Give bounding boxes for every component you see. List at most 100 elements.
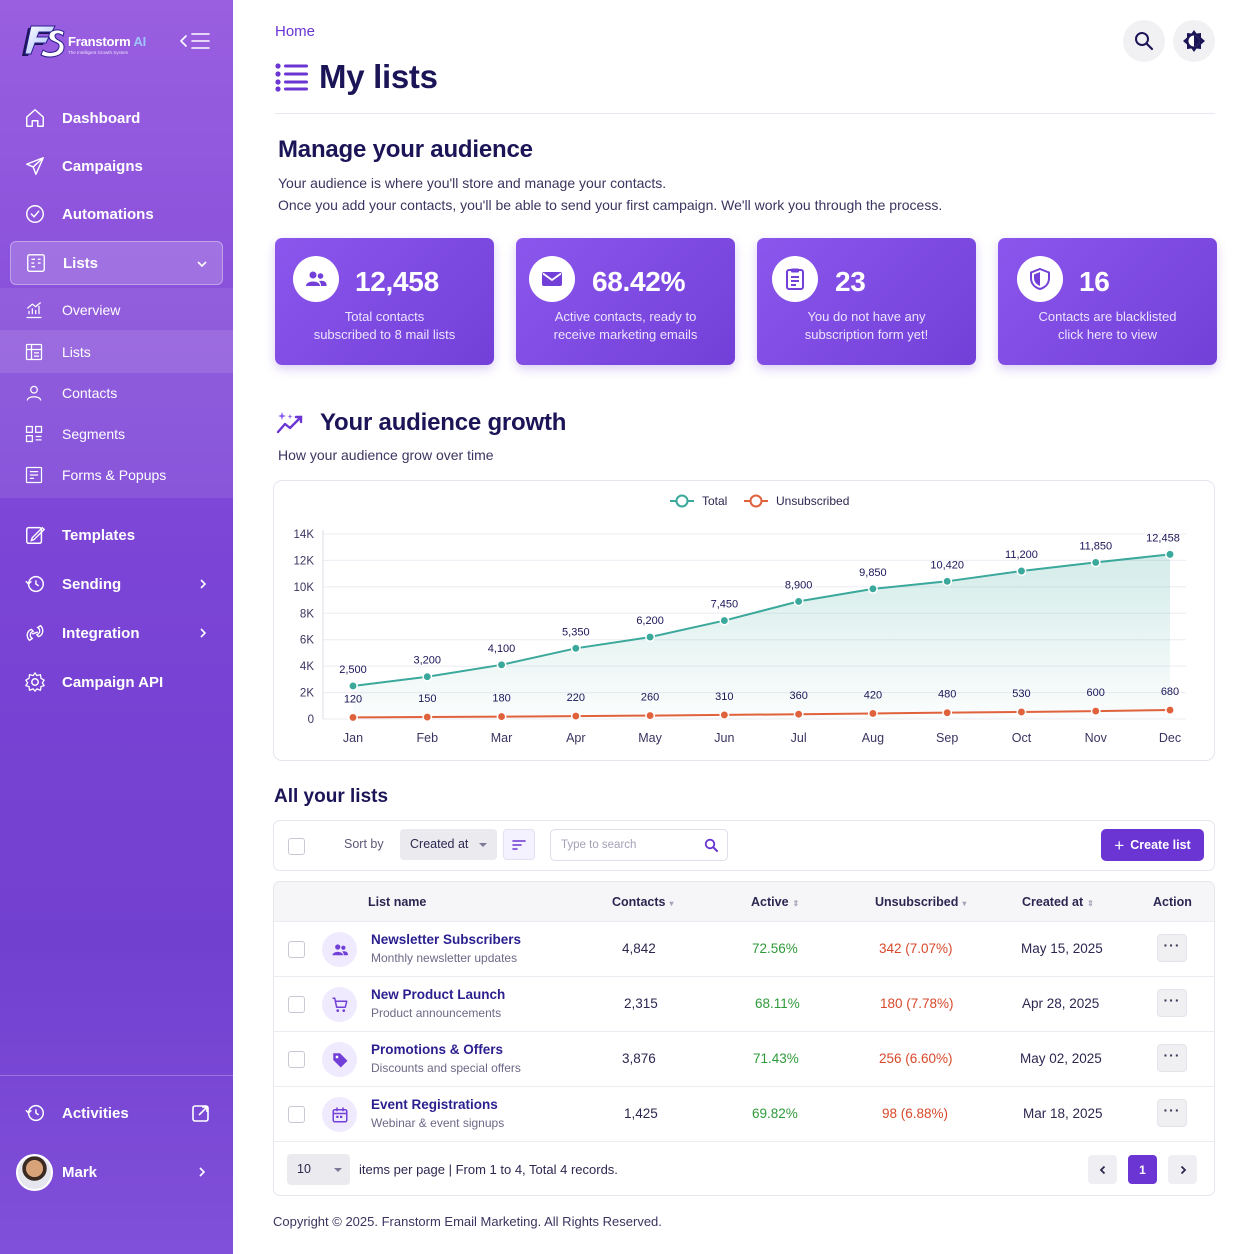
column-header-contacts[interactable]: Contacts ▾ xyxy=(612,895,674,909)
chevron-right-icon xyxy=(1180,1165,1186,1174)
table-row[interactable]: Newsletter Subscribers Monthly newslette… xyxy=(274,921,1214,976)
caret-down-icon xyxy=(334,1168,342,1172)
legend-marker xyxy=(675,494,689,508)
search-button[interactable] xyxy=(1123,20,1165,62)
row-actions-button[interactable]: ··· xyxy=(1157,1099,1187,1127)
legend-label: Unsubscribed xyxy=(776,494,849,508)
list-name-link[interactable]: Promotions & Offers xyxy=(371,1042,504,1057)
sidebar-subitem-contacts[interactable]: Contacts xyxy=(24,382,117,404)
avatar[interactable] xyxy=(16,1154,53,1191)
sidebar-item-sending[interactable]: Sending xyxy=(24,572,209,596)
unsubscribed-count: 342 (7.07%) xyxy=(879,941,953,956)
stat-icon-wrap xyxy=(772,256,818,302)
theme-toggle-button[interactable] xyxy=(1173,20,1215,62)
row-actions-button[interactable]: ··· xyxy=(1157,989,1187,1017)
sidebar-item-campaign-api[interactable]: Campaign API xyxy=(24,670,163,694)
column-header-action: Action xyxy=(1153,895,1192,909)
data-point xyxy=(793,709,804,720)
row-checkbox[interactable] xyxy=(288,996,305,1013)
list-name-link[interactable]: New Product Launch xyxy=(371,987,506,1002)
items-per-page-select[interactable]: 10 xyxy=(287,1154,350,1185)
stat-desc-line: Total contacts xyxy=(344,309,425,324)
data-point xyxy=(867,583,878,594)
list-name-link[interactable]: Event Registrations xyxy=(371,1097,498,1112)
sidebar-divider xyxy=(0,1075,233,1076)
template-icon xyxy=(26,526,46,544)
row-checkbox[interactable] xyxy=(288,1106,305,1123)
stat-desc-line: receive marketing emails xyxy=(553,327,698,342)
total-area-fill xyxy=(353,554,1170,719)
series-line-unsubscribed xyxy=(352,709,1171,719)
stat-card-subscription-forms[interactable]: 23 You do not have any subscription form … xyxy=(757,238,976,365)
cart-icon xyxy=(332,997,347,1012)
sort-arrows-icon: ⇕ xyxy=(1087,899,1094,908)
page-title-row: My lists xyxy=(275,58,438,96)
intro-line: Once you add your contacts, you'll be ab… xyxy=(278,197,943,213)
sidebar-item-campaigns[interactable]: Campaigns xyxy=(24,154,143,178)
sidebar-subitem-lists[interactable]: Lists xyxy=(24,341,91,363)
sidebar-subitem-overview[interactable]: Overview xyxy=(24,299,120,321)
search-icon[interactable] xyxy=(704,838,718,852)
prev-page-button[interactable] xyxy=(1088,1155,1117,1184)
logo-mark-icon xyxy=(22,25,65,58)
stat-card-blacklisted[interactable]: 16 Contacts are blacklisted click here to… xyxy=(998,238,1217,365)
stat-description: Active contacts, ready to receive marketi… xyxy=(516,308,735,344)
create-list-button[interactable]: + Create list xyxy=(1101,829,1204,861)
row-checkbox[interactable] xyxy=(288,1051,305,1068)
stat-card-total-contacts[interactable]: 12,458 Total contacts subscribed to 8 mai… xyxy=(275,238,494,365)
sidebar-item-integration[interactable]: Integration xyxy=(24,621,209,645)
data-label: 6,200 xyxy=(636,615,664,627)
sidebar-item-templates[interactable]: Templates xyxy=(24,523,135,547)
list-name-link[interactable]: Newsletter Subscribers xyxy=(371,932,522,947)
sort-arrow-icon: ▾ xyxy=(669,899,674,908)
create-list-label: Create list xyxy=(1130,838,1191,852)
sort-direction-button[interactable] xyxy=(503,829,535,860)
stat-description: You do not have any subscription form yet… xyxy=(757,308,976,344)
stat-card-active-contacts[interactable]: 68.42% Active contacts, ready to receive … xyxy=(516,238,735,365)
next-page-button[interactable] xyxy=(1168,1155,1197,1184)
column-header-created-at[interactable]: Created at ⇕ xyxy=(1022,895,1094,909)
data-label: 180 xyxy=(492,693,510,705)
lists-submenu xyxy=(0,288,233,498)
column-header-list-name[interactable]: List name xyxy=(368,895,426,909)
table-row[interactable]: Event Registrations Webinar & event sign… xyxy=(274,1086,1214,1141)
contacts-count: 2,315 xyxy=(624,996,658,1011)
row-actions-button[interactable]: ··· xyxy=(1157,1044,1187,1072)
chevron-left-icon xyxy=(1099,1165,1105,1174)
row-actions-button[interactable]: ··· xyxy=(1157,934,1187,962)
row-checkbox[interactable] xyxy=(288,941,305,958)
menu-collapse-icon[interactable] xyxy=(178,30,212,52)
breadcrumb[interactable]: Home xyxy=(275,23,316,40)
column-header-unsubscribed[interactable]: Unsubscribed ▾ xyxy=(875,895,966,909)
stat-icon-wrap xyxy=(1017,256,1063,302)
data-point xyxy=(1090,706,1101,717)
external-link-icon[interactable] xyxy=(192,1104,210,1122)
data-point xyxy=(1090,557,1101,568)
sidebar-subitem-forms[interactable]: Forms & Popups xyxy=(24,464,166,486)
data-point xyxy=(867,708,878,719)
sidebar-item-lists[interactable]: Lists xyxy=(10,241,223,285)
list-grid-icon xyxy=(25,343,43,361)
sidebar-subitem-segments[interactable]: Segments xyxy=(24,423,125,445)
select-all-checkbox[interactable] xyxy=(288,838,305,855)
sort-select[interactable]: Created at xyxy=(400,829,497,860)
brand-logo[interactable]: Franstorm AI The Intelligent Growth Syst… xyxy=(22,22,152,62)
user-menu[interactable]: Mark xyxy=(62,1160,208,1184)
search-input[interactable] xyxy=(551,830,691,860)
sidebar-item-automations[interactable]: Automations xyxy=(24,202,154,226)
chart-icon xyxy=(26,302,42,319)
column-header-active[interactable]: Active ⇕ xyxy=(751,895,799,909)
sidebar-item-dashboard[interactable]: Dashboard xyxy=(24,106,140,130)
table-row[interactable]: New Product Launch Product announcements… xyxy=(274,976,1214,1031)
sidebar-subitem-label: Forms & Popups xyxy=(62,467,167,483)
line-chart: 0 2K 4K 6K 8K 10K 12K 14K Jan Feb Mar Apr May Jun Jul A… xyxy=(294,494,1186,745)
sidebar-item-activities[interactable]: Activities xyxy=(24,1101,210,1125)
page-button-current[interactable]: 1 xyxy=(1128,1155,1157,1184)
table-row[interactable]: Promotions & Offers Discounts and specia… xyxy=(274,1031,1214,1086)
column-header-label: List name xyxy=(368,895,427,909)
search-box xyxy=(550,829,728,861)
stat-value: 68.42% xyxy=(592,266,686,297)
data-point xyxy=(570,643,581,654)
data-point xyxy=(496,711,507,722)
stat-desc-line: click here to view xyxy=(1058,327,1157,342)
